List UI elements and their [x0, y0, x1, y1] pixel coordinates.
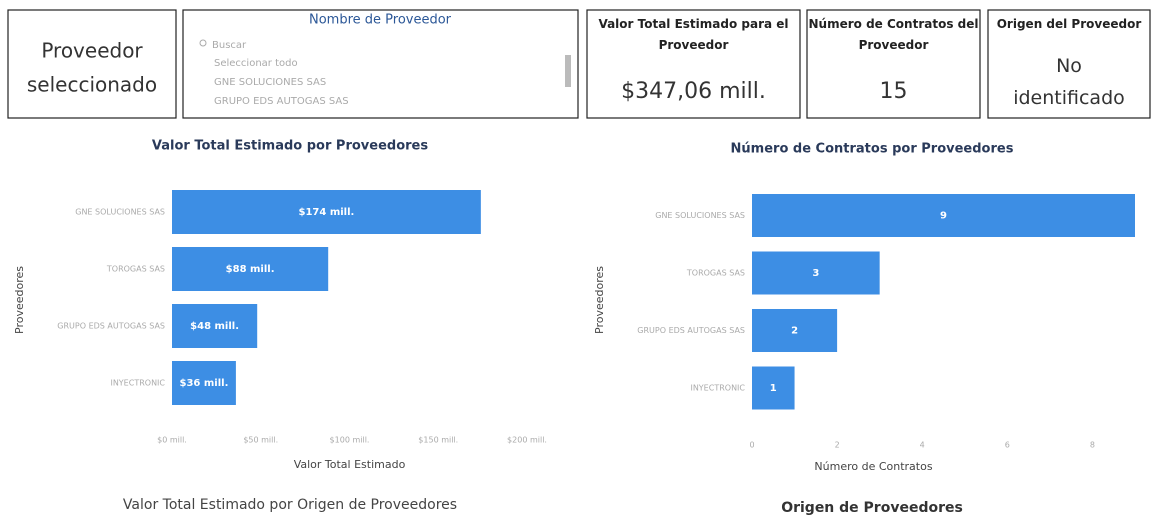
card [806, 9, 981, 119]
y-tick-label: INYECTRONIC [110, 379, 165, 388]
y-axis-title: Proveedores [593, 266, 606, 334]
y-tick-label: GRUPO EDS AUTOGAS SAS [57, 322, 165, 331]
x-tick-label: $150 mill. [418, 436, 458, 445]
y-tick-label: GRUPO EDS AUTOGAS SAS [637, 326, 745, 335]
y-tick-label: TOROGAS SAS [686, 269, 745, 278]
bar [172, 304, 258, 348]
y-tick-label: TOROGAS SAS [106, 265, 165, 274]
data-label: 3 [812, 268, 819, 279]
bar [752, 251, 880, 295]
x-tick-label: $200 mill. [507, 436, 547, 445]
data-label: $48 mill. [190, 321, 239, 332]
slicer-title: Nombre de Proveedor [309, 13, 452, 28]
data-label: 1 [770, 383, 777, 394]
bar [172, 361, 236, 405]
slicer [182, 9, 579, 119]
bottom-title: Origen de Proveedores [781, 500, 963, 516]
y-tick-label: GNE SOLUCIONES SAS [75, 208, 165, 217]
search-icon [199, 39, 207, 47]
scrollbar[interactable] [565, 55, 571, 87]
bar [172, 190, 481, 234]
data-label: $36 mill. [180, 378, 229, 389]
slicer-search[interactable]: Buscar [212, 40, 247, 51]
x-tick-label: 0 [749, 441, 754, 450]
chart-title: Valor Total Estimado por Proveedores [152, 139, 428, 154]
bar [752, 309, 838, 352]
y-tick-label: GNE SOLUCIONES SAS [655, 211, 745, 220]
x-tick-label: $50 mill. [243, 436, 278, 445]
x-tick-label: 2 [835, 441, 840, 450]
card [987, 9, 1151, 119]
x-axis-title: Valor Total Estimado [294, 458, 406, 471]
data-label: 9 [940, 211, 947, 222]
card-title: Número de Contratos del Proveedor [809, 17, 979, 52]
x-tick-label: 4 [920, 441, 925, 450]
bar [752, 366, 795, 410]
selected-card [7, 9, 177, 119]
slicer-item[interactable]: GRUPO EDS AUTOGAS SAS [214, 96, 349, 107]
card-value: 15 [880, 79, 908, 104]
selected-line-1: Proveedor [41, 39, 143, 63]
data-label: $174 mill. [299, 207, 355, 218]
y-tick-label: INYECTRONIC [690, 384, 745, 393]
slicer-item[interactable]: GNE SOLUCIONES SAS [214, 77, 326, 88]
x-tick-label: $0 mill. [157, 436, 187, 445]
chart-title: Número de Contratos por Proveedores [731, 142, 1014, 157]
selected-line-2: seleccionado [27, 73, 157, 97]
bottom-title: Valor Total Estimado por Origen de Prove… [123, 497, 457, 513]
card-value: $347,06 mill. [621, 79, 766, 104]
bar [752, 194, 1135, 237]
card-value: No identificado [1013, 55, 1125, 109]
card [586, 9, 801, 119]
data-label: $88 mill. [226, 264, 275, 275]
x-tick-label: 6 [1005, 441, 1010, 450]
slicer-item[interactable]: Seleccionar todo [214, 58, 298, 69]
bar [172, 247, 329, 291]
y-axis-title: Proveedores [13, 266, 26, 334]
x-axis-title: Número de Contratos [814, 460, 932, 473]
data-label: 2 [791, 326, 798, 337]
x-tick-label: $100 mill. [330, 436, 370, 445]
card-title: Origen del Proveedor [997, 17, 1142, 31]
card-title: Valor Total Estimado para el Proveedor [598, 17, 788, 52]
x-tick-label: 8 [1090, 441, 1095, 450]
